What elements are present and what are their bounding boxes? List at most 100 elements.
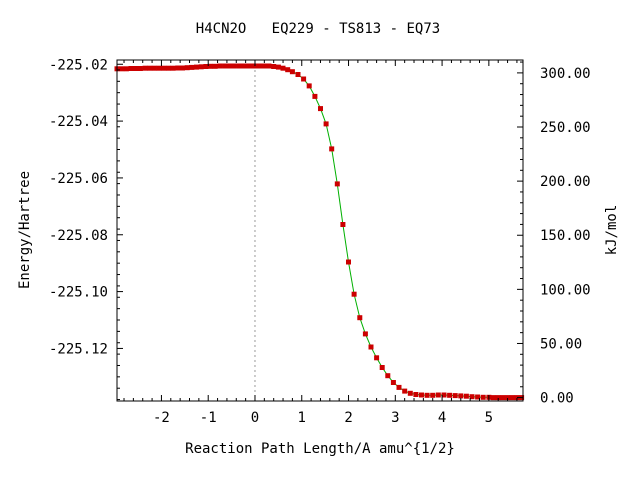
data-point-marker — [430, 392, 436, 398]
y2-tick-label: 50.00 — [540, 336, 582, 352]
data-point-marker — [123, 66, 129, 72]
data-point-marker — [198, 64, 204, 70]
data-point-marker — [340, 222, 346, 227]
x-tick-label: 3 — [391, 410, 399, 426]
data-point-marker — [495, 395, 501, 401]
y-tick-label: -225.08 — [49, 228, 108, 244]
data-point-marker — [261, 63, 267, 69]
data-point-marker — [447, 392, 453, 398]
x-tick-label: 0 — [251, 410, 259, 426]
data-point-marker — [329, 146, 335, 152]
data-point-marker — [463, 393, 469, 399]
y-tick-label: -225.04 — [49, 114, 108, 130]
y2-tick-label: 150.00 — [540, 228, 591, 244]
data-point-marker — [424, 392, 430, 398]
data-point-marker — [180, 65, 185, 71]
data-point-marker — [385, 373, 391, 379]
data-point-marker — [312, 93, 318, 99]
y-axis-label: Energy/Hartree — [17, 171, 33, 289]
y2-tick-label: 200.00 — [540, 174, 591, 190]
data-point-marker — [289, 69, 295, 75]
data-point-marker — [500, 395, 506, 401]
data-point-marker — [285, 67, 291, 73]
data-point-marker — [346, 259, 351, 265]
data-point-marker — [217, 63, 223, 69]
data-point-marker — [231, 63, 237, 69]
data-point-marker — [266, 63, 272, 69]
x-tick-label: 2 — [344, 410, 352, 426]
data-point-marker — [452, 393, 458, 399]
y-tick-label: -225.12 — [49, 341, 108, 357]
y-tick-label: -225.06 — [49, 171, 108, 187]
data-point-marker — [390, 380, 396, 385]
data-point-marker — [396, 384, 402, 390]
data-point-marker — [323, 121, 329, 127]
data-point-marker — [184, 65, 190, 71]
data-point-marker — [362, 331, 368, 337]
data-point-marker — [142, 65, 148, 71]
x-tick-label: -1 — [200, 410, 217, 426]
x-tick-label: 5 — [485, 410, 493, 426]
data-point-marker — [514, 395, 520, 401]
data-point-marker — [475, 394, 481, 400]
data-point-marker — [203, 64, 209, 69]
data-point-marker — [458, 393, 464, 399]
data-point-marker — [357, 315, 363, 321]
data-point-marker — [147, 65, 153, 71]
data-point-marker — [435, 392, 441, 398]
x-tick-label: 1 — [298, 410, 306, 426]
data-point-marker — [368, 344, 374, 350]
data-point-marker — [189, 64, 195, 70]
data-point-marker — [222, 63, 228, 69]
y2-tick-label: 250.00 — [540, 120, 591, 136]
y2-tick-label: 0.00 — [540, 391, 574, 407]
x-tick-label: -2 — [153, 410, 170, 426]
data-point-marker — [407, 390, 413, 396]
data-point-marker — [194, 64, 199, 70]
y-tick-label: -225.10 — [49, 285, 108, 301]
data-point-marker — [137, 66, 143, 71]
data-point-marker — [166, 65, 171, 71]
data-point-marker — [374, 355, 380, 361]
data-point-marker — [161, 65, 167, 71]
data-point-marker — [419, 392, 424, 398]
data-point-marker — [226, 63, 232, 69]
data-point-marker — [236, 63, 242, 69]
data-point-marker — [295, 72, 301, 77]
data-point-marker — [509, 395, 515, 401]
data-point-marker — [318, 106, 323, 112]
y-tick-label: -225.02 — [49, 57, 108, 73]
data-point-marker — [119, 66, 125, 72]
data-point-marker — [245, 63, 251, 69]
data-point-marker — [212, 63, 218, 69]
data-point-marker — [491, 395, 496, 401]
data-point-marker — [441, 392, 447, 398]
data-point-marker — [280, 65, 286, 71]
chart-title: H4CN2O EQ229 - TS813 - EQ73 — [196, 21, 440, 37]
data-point-marker — [379, 365, 385, 370]
data-point-marker — [133, 66, 139, 71]
data-point-marker — [208, 63, 213, 69]
y2-tick-label: 100.00 — [540, 282, 591, 298]
data-point-marker — [351, 291, 357, 297]
data-point-marker — [175, 65, 181, 71]
y2-tick-label: 300.00 — [540, 66, 591, 82]
data-point-marker — [156, 65, 162, 71]
x-tick-label: 4 — [438, 410, 446, 426]
data-point-marker — [301, 76, 307, 82]
data-point-marker — [151, 65, 157, 71]
data-point-marker — [402, 388, 408, 394]
data-point-marker — [275, 64, 281, 70]
plot-frame — [116, 59, 524, 402]
data-point-marker — [128, 66, 134, 71]
data-point-marker — [505, 395, 511, 401]
energy-curve-line — [117, 65, 522, 399]
data-point-marker — [271, 64, 277, 69]
y2-axis-label: kJ/mol — [604, 205, 620, 256]
x-axis-label: Reaction Path Length/A amu^{1/2} — [185, 441, 455, 457]
data-point-marker — [257, 63, 263, 69]
data-point-marker — [413, 392, 419, 397]
data-point-marker — [469, 394, 475, 400]
data-point-marker — [480, 394, 486, 400]
